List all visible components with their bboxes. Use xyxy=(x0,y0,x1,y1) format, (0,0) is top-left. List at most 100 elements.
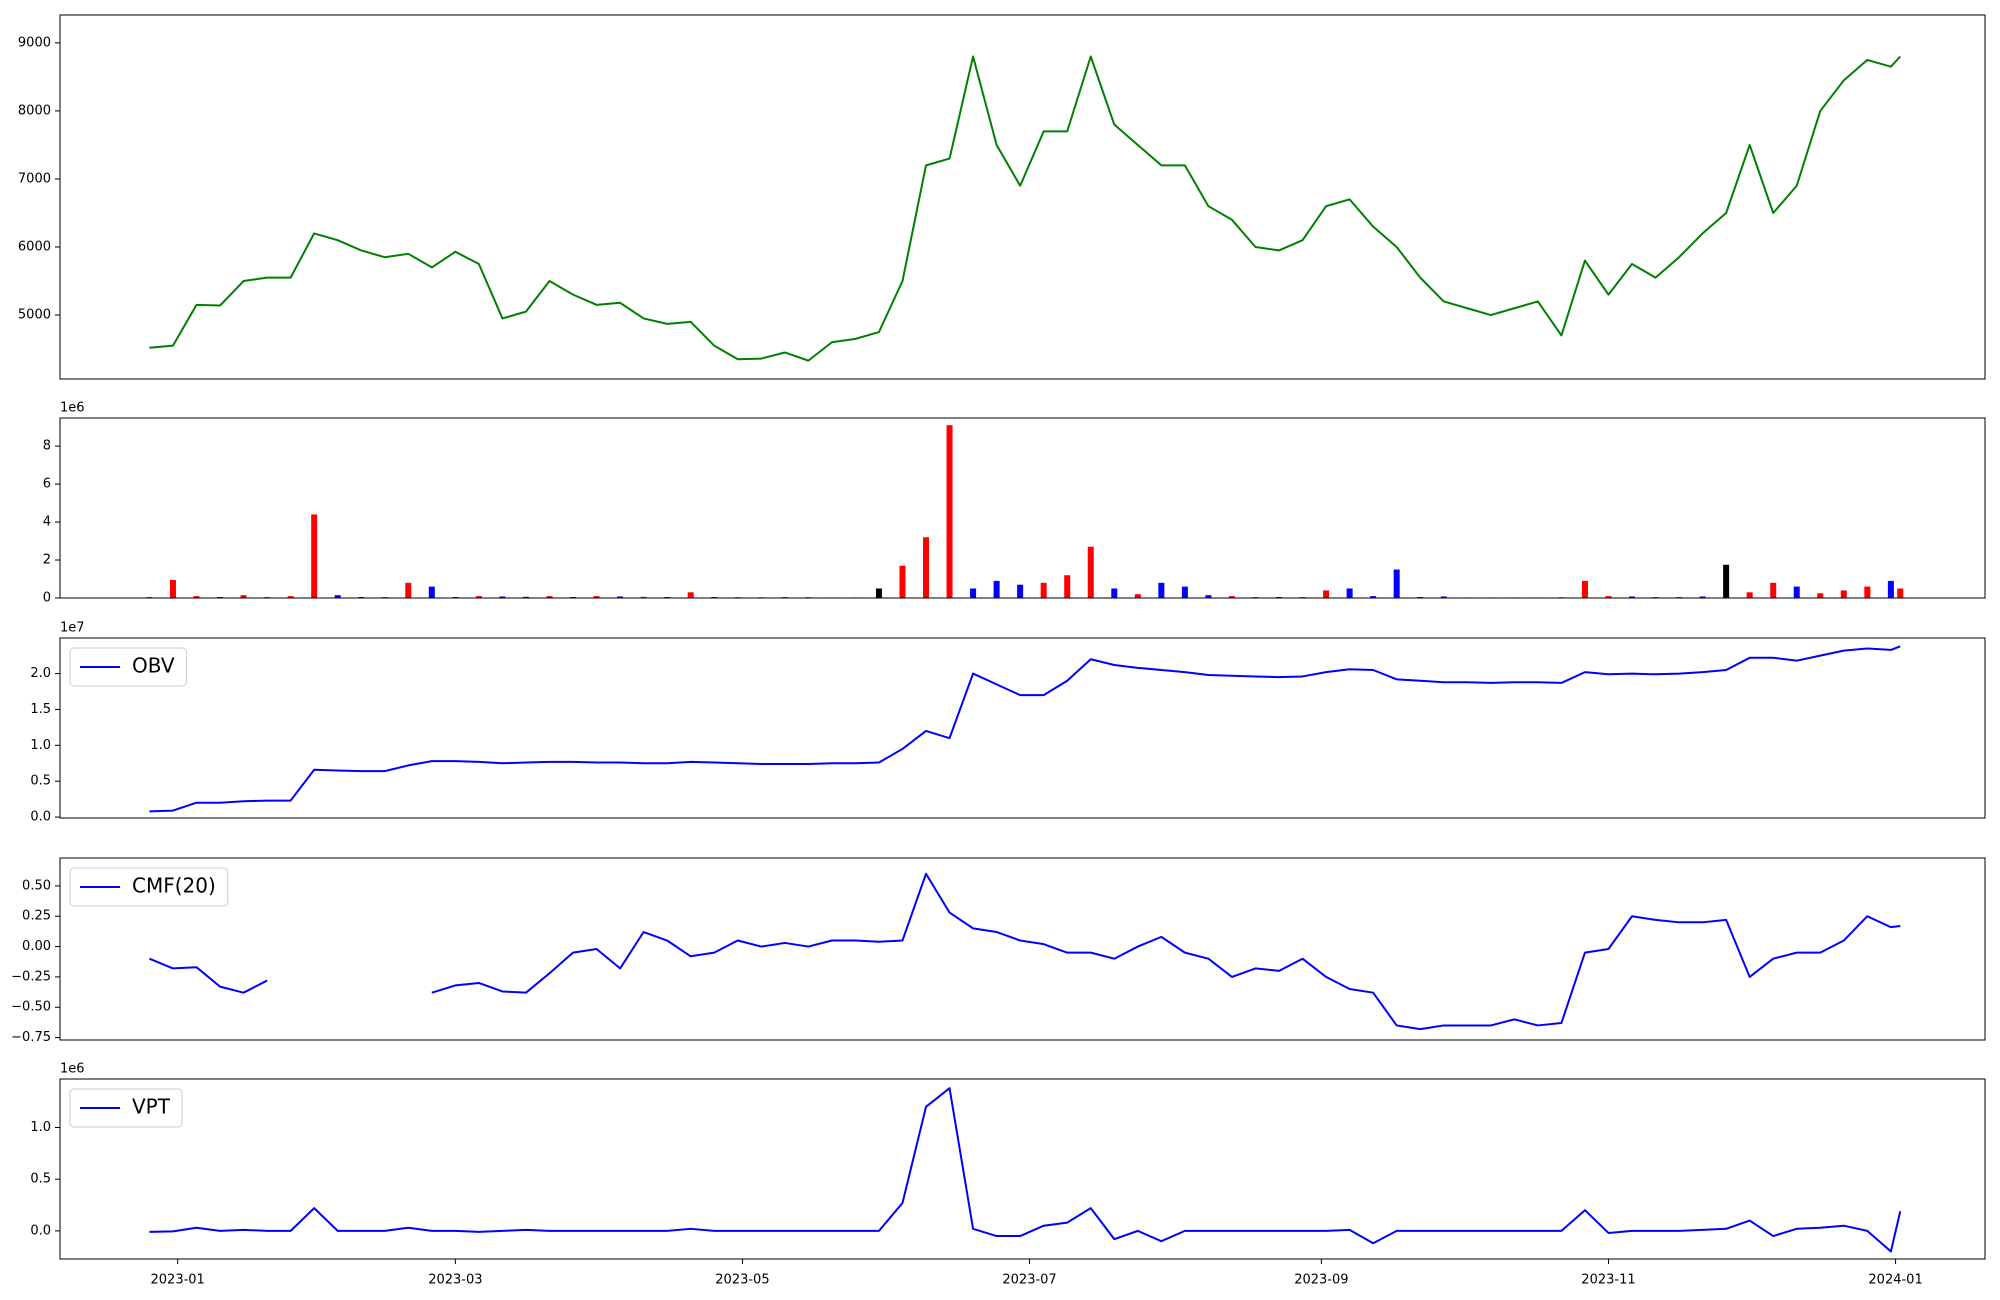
data-line xyxy=(149,1087,1902,1253)
legend-box xyxy=(69,1088,183,1128)
y-tick-label: 5000 xyxy=(18,308,51,323)
x-tick-label: 2023-01 xyxy=(151,1273,205,1288)
y-tick-label: 2.0 xyxy=(30,666,51,681)
legend-label: CMF(20) xyxy=(132,874,216,898)
data-line xyxy=(149,55,1902,362)
bar xyxy=(1064,575,1071,598)
bar xyxy=(1897,588,1904,598)
x-tick-label: 2023-09 xyxy=(1294,1273,1348,1288)
axes-frame xyxy=(59,637,1986,819)
y-tick-label: 0 xyxy=(43,591,51,606)
panel: 0.0 0.5 1.0 1e6 2023-01 2023-03 2023-05 2023-07… xyxy=(30,1062,1986,1288)
bar xyxy=(1793,586,1800,598)
bar xyxy=(1181,586,1188,598)
legend-label: OBV xyxy=(132,654,175,678)
y-tick-label: 6 xyxy=(43,477,51,492)
bar xyxy=(1864,586,1871,598)
axis-offset-label: 1e6 xyxy=(60,401,85,416)
x-tick-label: 2023-11 xyxy=(1581,1273,1635,1288)
bar xyxy=(1840,590,1847,598)
bar xyxy=(1370,596,1377,598)
y-tick-label: 0.5 xyxy=(30,774,51,789)
bar xyxy=(1440,596,1447,598)
bar xyxy=(1723,564,1730,598)
x-tick-label: 2023-03 xyxy=(428,1273,482,1288)
bar xyxy=(875,588,882,598)
axes-frame xyxy=(59,14,1986,380)
bar xyxy=(1346,588,1353,598)
y-tick-label: −0.50 xyxy=(11,1000,51,1015)
y-tick-label: 8000 xyxy=(18,103,51,118)
bar xyxy=(1158,582,1165,598)
data-line xyxy=(149,872,1901,1031)
axes-frame xyxy=(59,857,1986,1041)
bar xyxy=(1393,569,1400,598)
panel: 5000 6000 7000 8000 9000 xyxy=(18,14,1986,380)
legend-box xyxy=(69,867,229,907)
y-tick-label: 8 xyxy=(43,439,51,454)
bar xyxy=(193,596,200,598)
bar xyxy=(405,582,412,598)
y-tick-label: −0.75 xyxy=(11,1030,51,1045)
bar xyxy=(546,596,553,598)
bar xyxy=(169,579,176,598)
bar xyxy=(1887,580,1894,598)
bar xyxy=(1605,596,1612,598)
bar xyxy=(617,596,624,598)
y-tick-label: −0.25 xyxy=(11,969,51,984)
bar xyxy=(687,592,694,598)
panel: 0 2 4 6 8 1e6 xyxy=(43,401,1986,606)
bar xyxy=(240,595,247,598)
y-tick-label: 0.00 xyxy=(22,939,51,954)
bar xyxy=(1323,590,1330,598)
y-tick-label: 1.0 xyxy=(30,1120,51,1135)
bar xyxy=(1629,596,1636,598)
bar xyxy=(428,586,435,598)
bar xyxy=(1134,594,1141,598)
y-tick-label: 4 xyxy=(43,515,51,530)
bar xyxy=(1770,582,1777,598)
bar xyxy=(499,596,506,598)
bar xyxy=(640,596,647,598)
bar xyxy=(522,596,529,598)
y-tick-label: 0.25 xyxy=(22,909,51,924)
bar xyxy=(1087,546,1094,598)
bar xyxy=(993,580,1000,598)
bar xyxy=(475,596,482,598)
bar xyxy=(923,537,930,598)
axis-offset-label: 1e7 xyxy=(60,621,85,636)
bar xyxy=(970,588,977,598)
bar xyxy=(899,565,906,598)
y-tick-label: 1.0 xyxy=(30,738,51,753)
x-tick-label: 2024-01 xyxy=(1868,1273,1922,1288)
panel: −0.75 −0.50 −0.25 0.00 0.25 0.50 CMF(20) xyxy=(11,857,1986,1045)
bar xyxy=(287,596,294,598)
y-tick-label: 0.0 xyxy=(30,1223,51,1238)
y-tick-label: 7000 xyxy=(18,171,51,186)
bar xyxy=(1228,596,1235,598)
y-tick-label: 0.5 xyxy=(30,1172,51,1187)
bar xyxy=(1817,593,1824,598)
y-tick-label: 0.0 xyxy=(30,810,51,825)
bar xyxy=(1746,592,1753,598)
bar xyxy=(311,514,318,598)
bar xyxy=(946,425,953,598)
axes-frame xyxy=(59,417,1986,599)
y-tick-label: 6000 xyxy=(18,240,51,255)
bar xyxy=(1040,582,1047,598)
legend-label: VPT xyxy=(132,1095,171,1119)
bar xyxy=(1581,580,1588,598)
axis-offset-label: 1e6 xyxy=(60,1062,85,1077)
bar xyxy=(1111,588,1118,598)
x-tick-label: 2023-07 xyxy=(1002,1273,1056,1288)
legend-box xyxy=(69,647,188,687)
bar xyxy=(334,595,341,598)
y-tick-label: 9000 xyxy=(18,35,51,50)
y-tick-label: 2 xyxy=(43,553,51,568)
bar xyxy=(1205,595,1212,598)
x-tick-label: 2023-05 xyxy=(715,1273,769,1288)
panel: 0.0 0.5 1.0 1.5 2.0 1e7 OBV xyxy=(30,621,1986,825)
axes-frame xyxy=(59,1078,1986,1260)
